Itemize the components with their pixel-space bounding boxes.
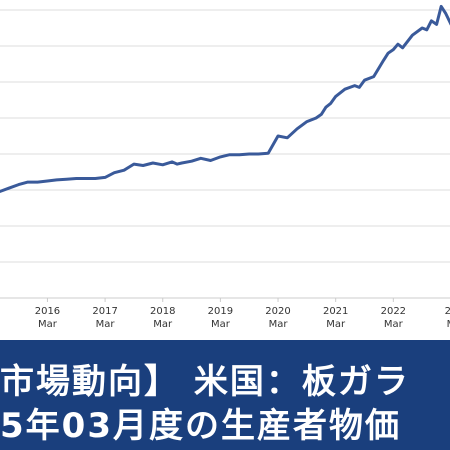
banner-title-line-2: 5年03月度の生産者物価 (0, 406, 401, 446)
series-line (0, 4, 450, 194)
x-tick-year-label-0: 2016 (35, 306, 60, 317)
x-tick-month-label-4: Mar (269, 319, 289, 330)
x-tick-year-label-7: 20 (445, 306, 450, 317)
grid-group (0, 9, 450, 299)
x-tick-year-label-2: 2018 (150, 306, 175, 317)
x-tick-year-label-4: 2020 (265, 306, 290, 317)
x-tick-month-label-6: Mar (384, 319, 404, 330)
x-tick-year-label-5: 2021 (323, 306, 348, 317)
price-index-chart: 2016 Mar 2017 Mar 2018 Mar 2019 Mar 2020 Mar 2021 M… (0, 4, 450, 330)
x-tick-month-label-0: Mar (38, 319, 58, 330)
x-tick-year-label-6: 2022 (381, 306, 406, 317)
x-tick-year-label-1: 2017 (92, 306, 117, 317)
x-tick-month-label-7: M (447, 319, 450, 330)
x-tick-month-label-5: Mar (326, 319, 346, 330)
title-banner: 市場動向】 米国：板ガラ 5年03月度の生産者物価 (0, 340, 450, 450)
x-tick-year-label-3: 2019 (208, 306, 233, 317)
x-tick-month-label-1: Mar (96, 319, 116, 330)
x-tick-month-label-3: Mar (211, 319, 231, 330)
x-tick-group: 2016 Mar 2017 Mar 2018 Mar 2019 Mar 2020 Mar 2021 M… (35, 298, 450, 330)
chart-svg: 2016 Mar 2017 Mar 2018 Mar 2019 Mar 2020 Mar 2021 M… (0, 4, 450, 330)
banner-title-line-1: 市場動向】 米国：板ガラ (0, 362, 410, 402)
x-tick-month-label-2: Mar (153, 319, 173, 330)
